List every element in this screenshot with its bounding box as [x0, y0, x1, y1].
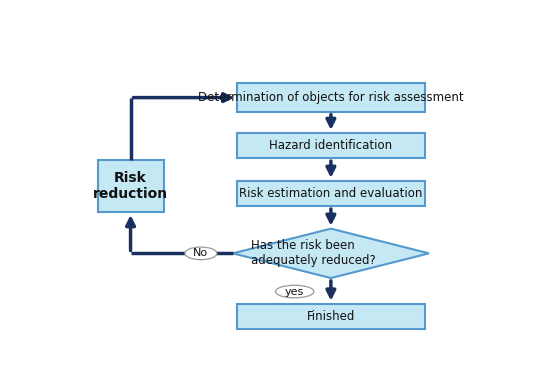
Text: No: No — [194, 248, 208, 258]
Ellipse shape — [276, 285, 314, 298]
FancyBboxPatch shape — [237, 83, 425, 112]
Text: Determination of objects for risk assessment: Determination of objects for risk assess… — [198, 91, 464, 104]
FancyBboxPatch shape — [237, 181, 425, 206]
FancyBboxPatch shape — [237, 303, 425, 329]
Text: Risk
reduction: Risk reduction — [93, 171, 168, 201]
Text: Finished: Finished — [307, 310, 355, 323]
Polygon shape — [233, 229, 429, 278]
Ellipse shape — [185, 247, 217, 259]
Text: Hazard identification: Hazard identification — [270, 139, 393, 152]
Text: Has the risk been
adequately reduced?: Has the risk been adequately reduced? — [251, 239, 376, 267]
FancyBboxPatch shape — [97, 160, 163, 212]
FancyBboxPatch shape — [237, 133, 425, 158]
Text: yes: yes — [285, 287, 304, 296]
Text: Risk estimation and evaluation: Risk estimation and evaluation — [239, 187, 422, 200]
